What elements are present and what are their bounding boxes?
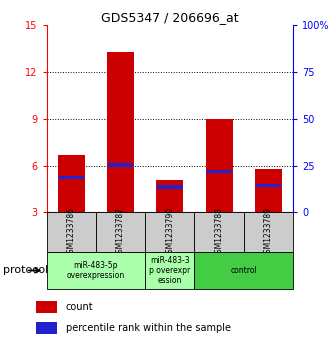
Bar: [156, 180, 183, 212]
Bar: [58, 155, 85, 212]
Bar: [206, 170, 232, 173]
Text: GSM1233789: GSM1233789: [264, 207, 273, 258]
Bar: [145, 212, 194, 252]
Bar: [47, 252, 145, 289]
Text: GSM1233786: GSM1233786: [67, 207, 76, 258]
Bar: [108, 163, 134, 167]
Title: GDS5347 / 206696_at: GDS5347 / 206696_at: [101, 11, 239, 24]
Text: GSM1233788: GSM1233788: [214, 207, 224, 258]
Bar: [58, 176, 84, 179]
Text: protocol: protocol: [3, 265, 49, 276]
Text: miR-483-3
p overexpr
ession: miR-483-3 p overexpr ession: [149, 256, 190, 285]
Bar: [255, 169, 282, 212]
Text: GSM1233790: GSM1233790: [165, 207, 174, 258]
Bar: [145, 252, 194, 289]
Bar: [36, 322, 57, 334]
Bar: [107, 52, 134, 212]
Bar: [244, 212, 293, 252]
Text: control: control: [230, 266, 257, 275]
Bar: [36, 301, 57, 313]
Bar: [194, 212, 244, 252]
Bar: [255, 184, 281, 187]
Text: GSM1233787: GSM1233787: [116, 207, 125, 258]
Bar: [47, 212, 96, 252]
Bar: [194, 252, 293, 289]
Text: miR-483-5p
overexpression: miR-483-5p overexpression: [67, 261, 125, 280]
Bar: [96, 212, 145, 252]
Bar: [157, 185, 183, 189]
Text: percentile rank within the sample: percentile rank within the sample: [66, 323, 231, 333]
Text: count: count: [66, 302, 94, 312]
Bar: [205, 119, 233, 212]
